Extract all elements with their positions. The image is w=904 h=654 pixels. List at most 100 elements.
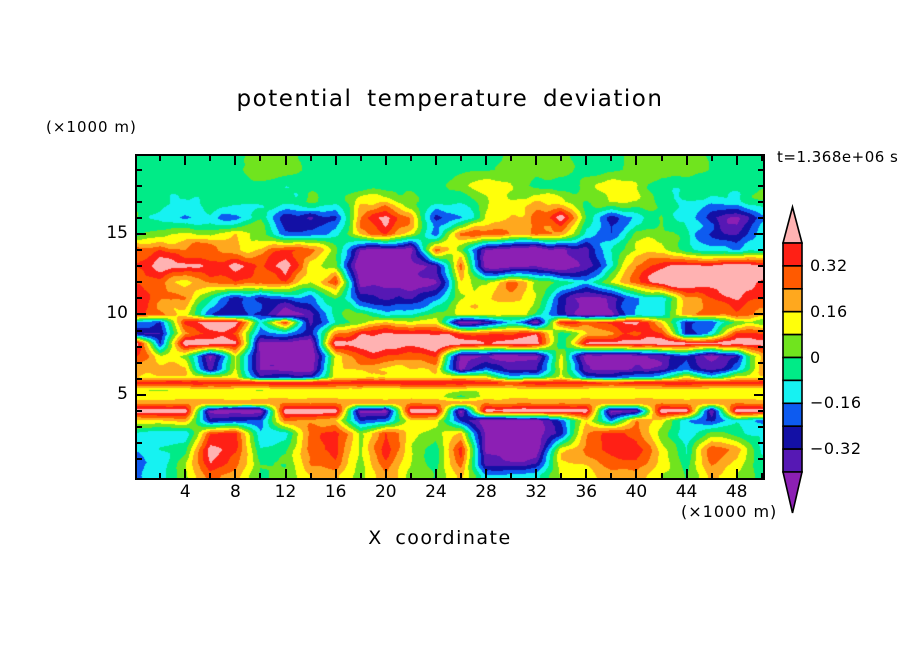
- axis-tick: [137, 361, 142, 364]
- axis-tick: [259, 473, 262, 478]
- x-tick-label: 40: [625, 482, 648, 502]
- axis-tick: [159, 156, 162, 161]
- axis-tick: [510, 473, 513, 478]
- axis-tick: [754, 393, 763, 396]
- x-tick-label: 24: [425, 482, 447, 502]
- axis-tick: [758, 361, 763, 364]
- axis-tick: [758, 345, 763, 348]
- x-tick-label: 36: [575, 482, 598, 502]
- axis-tick: [758, 216, 763, 219]
- axis-tick: [137, 410, 142, 412]
- axis-tick: [758, 265, 763, 268]
- axis-tick: [309, 156, 312, 161]
- axis-tick: [685, 156, 688, 165]
- axis-tick: [184, 469, 187, 478]
- axis-tick: [409, 156, 412, 161]
- axis-tick: [209, 156, 212, 161]
- contour-plot-area: [135, 154, 765, 480]
- x-axis-title: X coordinate: [368, 527, 512, 549]
- colorbar-tick-label: −0.16: [810, 393, 862, 412]
- axis-tick: [510, 156, 513, 161]
- axis-tick: [137, 297, 142, 300]
- axis-tick: [685, 469, 688, 478]
- axis-tick: [758, 168, 763, 171]
- axis-tick: [137, 216, 142, 219]
- axis-tick: [758, 297, 763, 300]
- colorbar-box: [782, 288, 803, 313]
- axis-tick: [760, 156, 763, 161]
- axis-tick: [434, 469, 437, 478]
- axis-tick: [758, 200, 763, 203]
- axis-tick: [334, 156, 337, 165]
- axis-tick: [234, 469, 237, 478]
- colorbar-box: [782, 310, 803, 336]
- colorbar-box: [782, 425, 803, 450]
- axis-tick: [754, 313, 763, 316]
- axis-tick: [137, 313, 146, 316]
- axis-tick: [359, 473, 362, 478]
- axis-tick: [284, 469, 287, 478]
- axis-tick: [760, 473, 763, 478]
- axis-tick: [485, 156, 487, 165]
- axis-tick: [635, 156, 638, 165]
- axis-tick: [635, 469, 638, 478]
- axis-tick: [754, 232, 763, 235]
- axis-tick: [758, 184, 763, 187]
- axis-tick: [209, 473, 212, 478]
- axis-tick: [735, 156, 738, 165]
- y-tick-label: 15: [106, 222, 128, 243]
- x-tick-label: 44: [675, 482, 698, 502]
- axis-tick: [334, 469, 337, 478]
- axis-tick: [137, 442, 142, 445]
- colorbar-tick-label: 0.16: [810, 302, 848, 321]
- axis-tick: [758, 458, 763, 461]
- axis-tick: [758, 377, 763, 380]
- axis-tick: [758, 281, 763, 284]
- axis-tick: [137, 232, 146, 235]
- x-tick-label: 16: [324, 482, 347, 502]
- x-axis-unit-label: (×1000 m): [681, 502, 778, 521]
- x-tick-label: 32: [525, 482, 547, 502]
- axis-tick: [758, 410, 763, 412]
- axis-tick: [234, 156, 237, 165]
- x-tick-label: 28: [475, 482, 497, 502]
- colorbar-box: [782, 242, 803, 267]
- x-tick-label: 4: [179, 482, 191, 502]
- axis-tick: [137, 458, 142, 461]
- y-tick-label: 10: [106, 303, 128, 324]
- axis-tick: [137, 265, 142, 268]
- timestamp-label: t=1.368e+06 s: [777, 148, 899, 166]
- axis-tick: [710, 156, 713, 161]
- axis-tick: [560, 156, 563, 161]
- colorbar-box: [782, 379, 803, 405]
- axis-tick: [610, 156, 613, 161]
- axis-tick: [137, 168, 142, 171]
- axis-tick: [159, 473, 162, 478]
- axis-tick: [610, 473, 613, 478]
- x-tick-label: 20: [374, 482, 397, 502]
- axis-tick: [409, 473, 412, 478]
- axis-tick: [384, 469, 387, 478]
- colorbar-arrow-top: [781, 203, 804, 244]
- colorbar-tick-label: −0.32: [810, 439, 862, 458]
- axis-tick: [758, 249, 763, 251]
- axis-tick: [535, 469, 538, 478]
- x-tick-label: 12: [274, 482, 297, 502]
- colorbar-box: [782, 356, 803, 382]
- colorbar-box: [782, 333, 803, 359]
- colorbar: [779, 203, 809, 522]
- axis-tick: [585, 156, 588, 165]
- axis-tick: [137, 393, 146, 396]
- axis-tick: [137, 329, 142, 332]
- axis-tick: [460, 156, 462, 161]
- axis-tick: [758, 426, 763, 429]
- colorbar-tick-label: 0.32: [810, 256, 848, 275]
- axis-tick: [284, 156, 287, 165]
- colorbar-box: [782, 265, 803, 290]
- axis-tick: [137, 200, 142, 203]
- axis-tick: [710, 473, 713, 478]
- axis-tick: [660, 156, 663, 161]
- axis-tick: [485, 469, 487, 478]
- axis-tick: [137, 426, 142, 429]
